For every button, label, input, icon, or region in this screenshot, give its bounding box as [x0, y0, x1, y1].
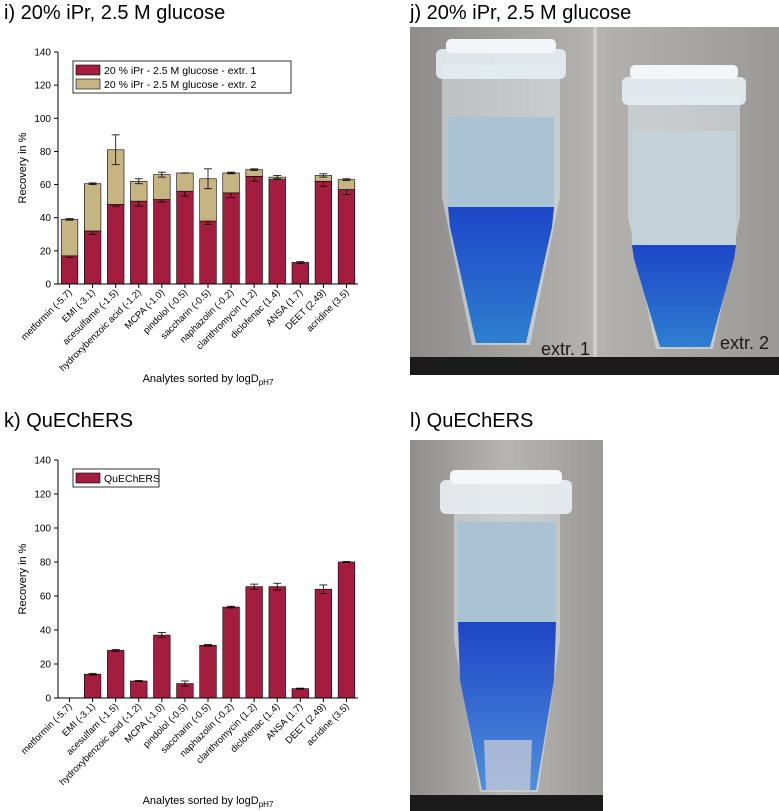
y-tick-label: 120 [34, 490, 51, 501]
errorbar-2-4 [157, 171, 166, 178]
errorbar-1-11 [319, 584, 328, 594]
bar-1-2 [107, 650, 125, 699]
errorbar-2-9 [273, 175, 282, 180]
errorbar-1-12 [342, 561, 351, 563]
bar-2-1 [84, 183, 102, 232]
bar-1-8 [245, 175, 263, 285]
bar-1-1 [84, 673, 102, 699]
y-axis-label: Recovery in % [17, 543, 29, 614]
x-axis-label: Analytes sorted by logDpH7 [143, 373, 274, 387]
legend-box [72, 60, 292, 94]
errorbar-1-10 [296, 261, 305, 264]
bar-1-4 [153, 634, 171, 699]
bar-2-12 [337, 179, 356, 190]
tube-left [436, 39, 566, 345]
errorbar-2-1 [88, 182, 97, 185]
bar-1-12 [337, 189, 356, 285]
legend-swatch-1 [75, 64, 101, 76]
legend: QuEChERS [72, 468, 160, 488]
errorbar-1-4 [157, 632, 166, 639]
errorbar-2-7 [227, 171, 236, 175]
bar-2-4 [153, 174, 171, 200]
bar-1-0 [60, 255, 79, 285]
y-axis-label: Recovery in % [17, 132, 29, 203]
photo-l-quechers-tube [410, 440, 603, 811]
bar-1-11 [314, 180, 332, 285]
y-tick-label: 120 [34, 81, 51, 92]
y-tick-label: 60 [40, 592, 52, 603]
errorbar-2-11 [319, 173, 328, 178]
errorbar-1-10 [296, 687, 305, 690]
bar-1-4 [153, 199, 171, 285]
legend-swatch-1 [75, 472, 101, 484]
errorbar-1-3 [134, 680, 143, 682]
bar-1-3 [130, 200, 148, 285]
y-tick-label: 60 [40, 180, 52, 191]
bar-1-3 [130, 680, 148, 699]
bar-1-9 [268, 179, 286, 285]
y-tick-label: 40 [40, 626, 52, 637]
errorbar-2-2 [111, 134, 120, 166]
bar-1-6 [199, 645, 217, 699]
errorbar-1-8 [250, 583, 259, 590]
errorbar-2-6 [204, 168, 212, 190]
errorbar-2-8 [250, 168, 259, 171]
bar-1-1 [84, 230, 102, 285]
tube-label-extr2: extr. 2 [720, 333, 769, 353]
errorbar-1-2 [111, 649, 120, 652]
panel-l-title: l) QuEChERS [410, 410, 534, 432]
panel-i-title: i) 20% iPr, 2.5 M glucose [4, 2, 226, 24]
y-tick-label: 0 [45, 280, 51, 291]
bar-1-7 [222, 192, 240, 285]
bar-2-7 [222, 172, 240, 194]
errorbar-1-1 [88, 672, 97, 676]
bar-2-0 [60, 219, 79, 257]
errorbar-2-0 [65, 218, 74, 221]
legend-label-1: QuEChERS [104, 473, 160, 485]
errorbar-2-12 [342, 178, 351, 181]
bar-1-10 [291, 262, 309, 285]
tube-right [622, 65, 746, 349]
bar-1-5 [176, 190, 194, 285]
y-tick-label: 80 [40, 147, 52, 158]
legend-label-2: 20 % iPr - 2.5 M glucose - extr. 2 [104, 79, 256, 91]
errorbar-2-3 [134, 178, 143, 185]
errorbar-1-5 [180, 680, 189, 687]
legend: 20 % iPr - 2.5 M glucose - extr. 1 20 % i… [72, 60, 292, 94]
bar-1-12 [337, 561, 356, 699]
y-tick-label: 100 [34, 114, 51, 125]
bar-1-11 [314, 588, 332, 699]
errorbar-1-6 [204, 644, 212, 647]
y-tick-label: 80 [40, 558, 52, 569]
tube-label-extr1: extr. 1 [541, 339, 590, 359]
photo-j-two-tubes: extr. 1 extr. 2 [410, 27, 779, 375]
bar-2-3 [130, 180, 148, 202]
y-tick-label: 40 [40, 213, 52, 224]
y-tick-label: 140 [34, 48, 51, 59]
bar-1-10 [291, 688, 309, 699]
y-tick-label: 20 [40, 660, 52, 671]
bar-2-5 [176, 172, 194, 192]
errorbar-1-9 [273, 582, 282, 591]
bar-1-9 [268, 586, 286, 699]
y-tick-label: 20 [40, 246, 52, 257]
panel-j-title: j) 20% iPr, 2.5 M glucose [410, 2, 632, 24]
y-tick-label: 140 [34, 456, 51, 467]
panel-k-title: k) QuEChERS [4, 410, 133, 432]
errorbar-1-7 [227, 605, 236, 609]
bar-1-8 [245, 586, 263, 699]
legend-label-1: 20 % iPr - 2.5 M glucose - extr. 1 [104, 65, 256, 77]
bar-1-6 [199, 220, 217, 285]
x-axis-label: Analytes sorted by logDpH7 [143, 795, 274, 809]
y-tick-label: 0 [45, 694, 51, 705]
legend-swatch-2 [75, 78, 101, 90]
bar-1-7 [222, 606, 240, 699]
y-tick-label: 100 [34, 524, 51, 535]
bar-1-2 [107, 204, 125, 285]
